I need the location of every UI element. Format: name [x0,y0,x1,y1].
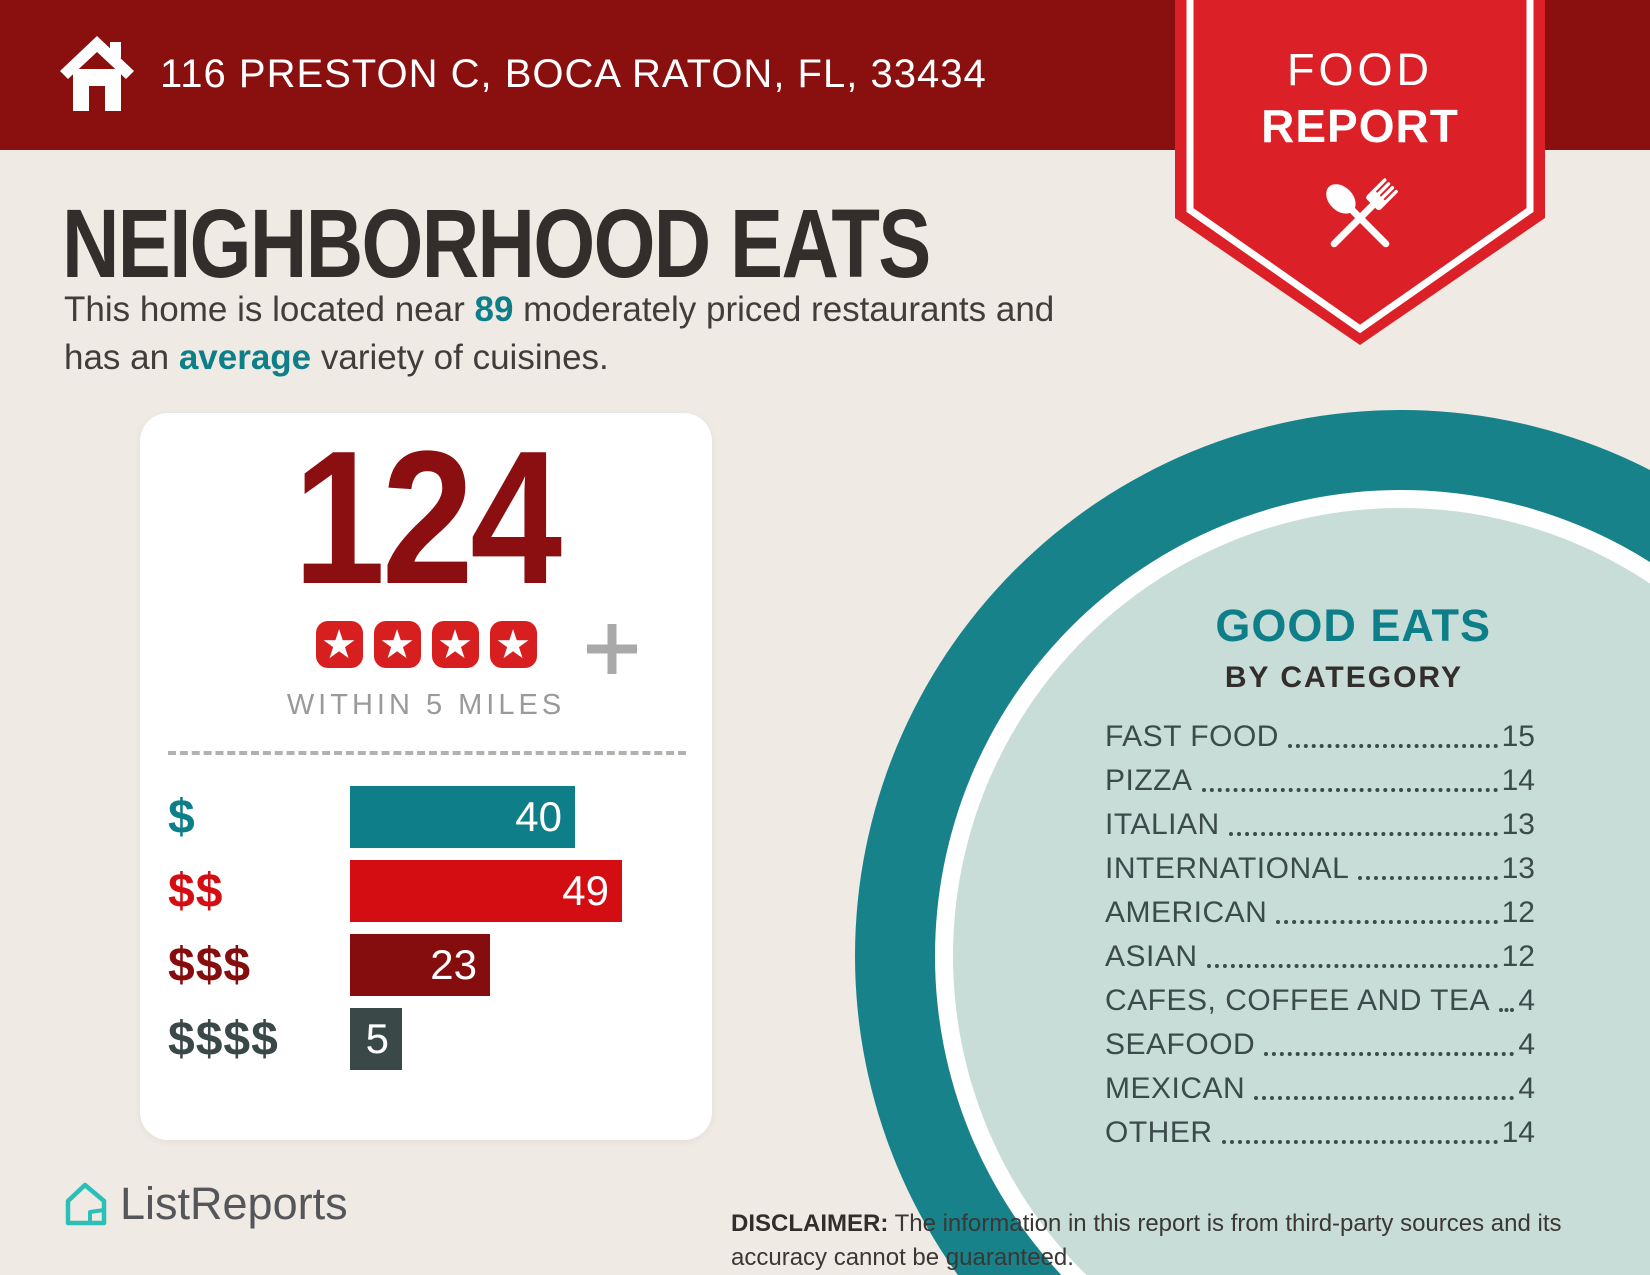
dotted-leader [1254,1096,1515,1100]
category-row: FAST FOOD 15 [1105,720,1535,754]
disclaimer-text-line2: accuracy cannot be guaranteed. [731,1244,1074,1271]
price-bar-value: 40 [515,793,562,840]
dotted-leader [1221,1140,1498,1144]
category-count: 12 [1501,940,1535,973]
price-bar-row: $$ 49 [168,860,712,922]
category-label: PIZZA [1105,764,1193,797]
category-row: SEAFOOD 4 [1105,1028,1535,1062]
price-bar: 5 [350,1008,402,1070]
star-icon: ★ [373,621,421,668]
category-label: AMERICAN [1105,896,1268,929]
divider [168,751,686,755]
category-count: 12 [1501,896,1535,929]
price-tier-label: $$$ [168,938,252,992]
category-count: 14 [1501,764,1535,797]
variety-highlight: average [178,338,312,377]
price-bar-chart: $ 40 $$ 49 $$$ 23 [168,786,712,1082]
plus-icon [587,624,637,674]
category-row: ASIAN 12 [1105,940,1535,974]
category-row: AMERICAN 12 [1105,896,1535,930]
category-count: 4 [1518,1072,1535,1105]
restaurant-total-count: 124 [293,412,562,624]
subtitle-text: moderately priced restaurants and [513,290,1055,329]
dotted-leader [1287,744,1498,748]
dotted-leader [1499,1008,1515,1012]
price-bar-value: 49 [562,867,609,914]
good-eats-title: GOOD EATS [1215,600,1491,651]
home-icon [56,32,138,123]
listreports-house-icon [65,1182,107,1226]
category-label: ITALIAN [1105,808,1220,841]
price-bar: 23 [350,934,490,996]
price-bar-row: $ 40 [168,786,712,848]
good-eats-subtitle: BY CATEGORY [1224,661,1463,694]
ribbon-label-report: REPORT [1261,100,1459,152]
page-title: NEIGHBORHOOD EATS [62,189,931,298]
category-label: INTERNATIONAL [1105,852,1350,885]
price-bar: 40 [350,786,575,848]
radius-label: WITHIN 5 MILES [286,689,566,721]
food-report-ribbon: FOOD REPORT [1175,0,1545,350]
category-count: 15 [1501,720,1535,753]
good-eats-section: GOOD EATS BY CATEGORY FAST FOOD 15 PIZZA… [1105,600,1535,1163]
category-row: CAFES, COFFEE AND TEA 4 [1105,984,1535,1018]
category-label: MEXICAN [1105,1072,1246,1105]
category-label: FAST FOOD [1105,720,1279,753]
category-list: FAST FOOD 15 PIZZA 14 ITALIAN 13 [1105,720,1535,1150]
dotted-leader [1206,964,1498,968]
category-count: 13 [1501,852,1535,885]
star-icon: ★ [315,621,363,668]
price-tier-label: $$$$ [168,1012,279,1066]
category-label: OTHER [1105,1116,1213,1149]
ribbon-label-food: FOOD [1287,44,1433,95]
listreports-wordmark: ListReports [120,1178,348,1229]
category-row: INTERNATIONAL 13 [1105,852,1535,886]
category-label: SEAFOOD [1105,1028,1256,1061]
category-label: ASIAN [1105,940,1198,973]
restaurant-count-highlight: 89 [474,290,514,329]
price-bar-row: $$$$ 5 [168,1008,712,1070]
dotted-leader [1358,876,1498,880]
category-row: MEXICAN 4 [1105,1072,1535,1106]
page-subtitle: This home is located near 89 moderately … [64,286,1054,382]
dotted-leader [1276,920,1498,924]
star-icon: ★ [431,621,479,668]
rating-stars: ★ ★ ★ ★ [140,621,712,668]
subtitle-text: variety of cuisines. [311,338,609,377]
disclaimer-text-line1: The information in this report is from t… [888,1210,1562,1237]
category-count: 4 [1518,1028,1535,1061]
price-tier-label: $ [168,790,196,844]
property-address: 116 PRESTON C, BOCA RATON, FL, 33434 [160,52,987,96]
listreports-logo: ListReports [62,1178,348,1230]
price-tier-label: $$ [168,864,224,918]
category-count: 4 [1518,984,1535,1017]
subtitle-text: This home is located near [64,290,475,329]
subtitle-text: has an [64,338,179,377]
star-icon: ★ [489,621,537,668]
category-row: OTHER 14 [1105,1116,1535,1150]
category-label: CAFES, COFFEE AND TEA [1105,984,1491,1017]
restaurant-stats-card: 124 ★ ★ ★ ★ WITHIN 5 MILES $ [140,413,712,1140]
disclaimer-label: DISCLAIMER: [731,1210,889,1237]
dotted-leader [1264,1052,1515,1056]
spoon-fork-icon [1326,178,1398,248]
rating-plus [140,621,712,677]
price-bar-value: 23 [430,941,477,988]
price-bar: 49 [350,860,622,922]
dotted-leader [1228,832,1498,836]
dotted-leader [1201,788,1498,792]
price-bar-value: 5 [365,1015,389,1062]
category-row: PIZZA 14 [1105,764,1535,798]
category-count: 13 [1501,808,1535,841]
category-count: 14 [1501,1116,1535,1149]
price-bar-row: $$$ 23 [168,934,712,996]
disclaimer: DISCLAIMER: The information in this repo… [731,1207,1562,1275]
category-row: ITALIAN 13 [1105,808,1535,842]
